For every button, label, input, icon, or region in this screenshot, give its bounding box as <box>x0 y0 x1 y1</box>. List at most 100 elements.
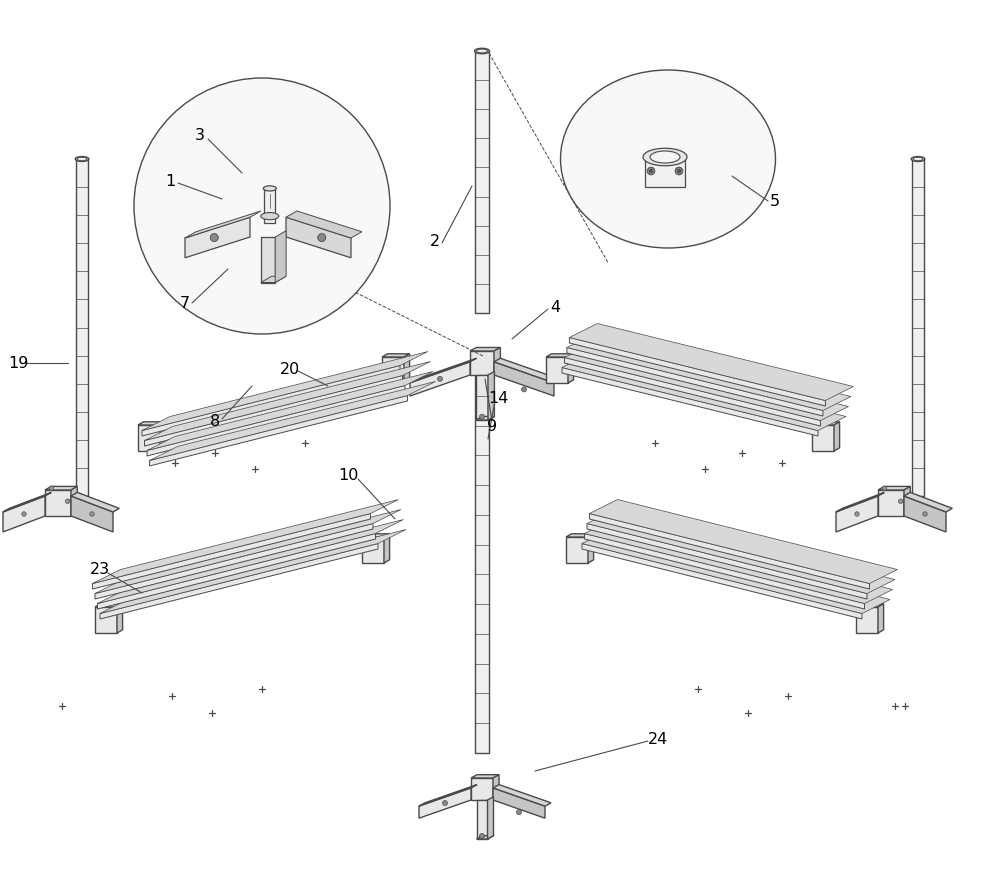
Polygon shape <box>475 51 489 313</box>
Polygon shape <box>185 211 261 238</box>
Polygon shape <box>564 344 848 421</box>
Polygon shape <box>404 354 410 383</box>
Polygon shape <box>477 800 488 839</box>
Polygon shape <box>95 524 373 599</box>
Polygon shape <box>250 201 286 237</box>
Polygon shape <box>147 386 405 456</box>
Text: 20: 20 <box>280 362 300 377</box>
Text: 8: 8 <box>210 413 220 429</box>
Polygon shape <box>812 425 834 451</box>
Polygon shape <box>569 338 825 406</box>
Polygon shape <box>856 607 878 633</box>
Ellipse shape <box>477 364 487 368</box>
Circle shape <box>438 376 443 381</box>
Ellipse shape <box>77 158 87 160</box>
Ellipse shape <box>650 151 680 163</box>
Polygon shape <box>494 358 560 383</box>
Polygon shape <box>275 231 286 282</box>
Polygon shape <box>562 367 818 436</box>
Polygon shape <box>878 490 904 516</box>
Polygon shape <box>494 347 500 375</box>
Polygon shape <box>904 496 946 532</box>
Polygon shape <box>92 513 370 589</box>
Circle shape <box>22 511 26 516</box>
Polygon shape <box>878 604 884 633</box>
Ellipse shape <box>560 70 776 248</box>
Polygon shape <box>160 421 166 451</box>
Polygon shape <box>564 357 820 426</box>
Text: 3: 3 <box>195 127 205 143</box>
Circle shape <box>210 233 218 241</box>
Polygon shape <box>471 774 499 778</box>
Text: 10: 10 <box>338 469 358 484</box>
Polygon shape <box>95 607 117 633</box>
Circle shape <box>522 387 526 392</box>
Polygon shape <box>856 604 884 607</box>
Ellipse shape <box>911 157 925 161</box>
Polygon shape <box>562 354 846 430</box>
Polygon shape <box>588 534 594 563</box>
Text: 7: 7 <box>180 296 190 310</box>
Polygon shape <box>470 347 500 351</box>
Polygon shape <box>476 416 494 420</box>
Polygon shape <box>546 354 574 357</box>
Polygon shape <box>382 357 404 383</box>
Polygon shape <box>410 362 470 396</box>
Circle shape <box>649 169 653 173</box>
Polygon shape <box>384 534 390 563</box>
Circle shape <box>318 233 326 241</box>
Polygon shape <box>493 788 545 818</box>
Polygon shape <box>493 774 499 800</box>
Polygon shape <box>71 493 119 512</box>
Polygon shape <box>471 778 493 800</box>
Text: 19: 19 <box>8 356 28 371</box>
Circle shape <box>855 511 859 516</box>
Polygon shape <box>3 493 51 512</box>
Circle shape <box>480 833 485 838</box>
Text: 2: 2 <box>430 233 440 249</box>
Polygon shape <box>145 375 403 446</box>
Circle shape <box>898 499 903 503</box>
Polygon shape <box>546 357 568 383</box>
Ellipse shape <box>477 49 487 53</box>
Polygon shape <box>76 159 88 496</box>
Polygon shape <box>488 372 494 420</box>
Polygon shape <box>382 354 410 357</box>
Circle shape <box>65 499 70 503</box>
Polygon shape <box>3 496 45 532</box>
Polygon shape <box>261 276 286 282</box>
Polygon shape <box>97 519 403 603</box>
Polygon shape <box>904 486 910 516</box>
Polygon shape <box>145 362 431 440</box>
Text: 9: 9 <box>487 419 497 434</box>
Polygon shape <box>587 510 895 593</box>
Polygon shape <box>477 836 494 839</box>
Polygon shape <box>476 375 488 420</box>
Polygon shape <box>100 529 406 614</box>
Polygon shape <box>142 365 400 436</box>
Polygon shape <box>582 529 890 614</box>
Polygon shape <box>264 188 275 223</box>
Polygon shape <box>362 537 384 563</box>
Polygon shape <box>584 534 864 609</box>
Circle shape <box>675 168 683 175</box>
Ellipse shape <box>913 158 923 160</box>
Polygon shape <box>100 544 378 619</box>
Polygon shape <box>185 217 250 257</box>
Ellipse shape <box>643 148 687 166</box>
Polygon shape <box>494 362 554 396</box>
Polygon shape <box>878 486 910 490</box>
Circle shape <box>49 486 54 490</box>
Polygon shape <box>92 500 398 584</box>
Polygon shape <box>410 358 476 383</box>
Text: 23: 23 <box>90 561 110 576</box>
Polygon shape <box>584 519 892 603</box>
Polygon shape <box>566 534 594 537</box>
Polygon shape <box>566 537 588 563</box>
Polygon shape <box>567 347 823 416</box>
Polygon shape <box>286 195 297 237</box>
Circle shape <box>134 78 390 334</box>
Polygon shape <box>488 797 494 839</box>
Polygon shape <box>587 524 867 599</box>
Polygon shape <box>834 421 840 451</box>
